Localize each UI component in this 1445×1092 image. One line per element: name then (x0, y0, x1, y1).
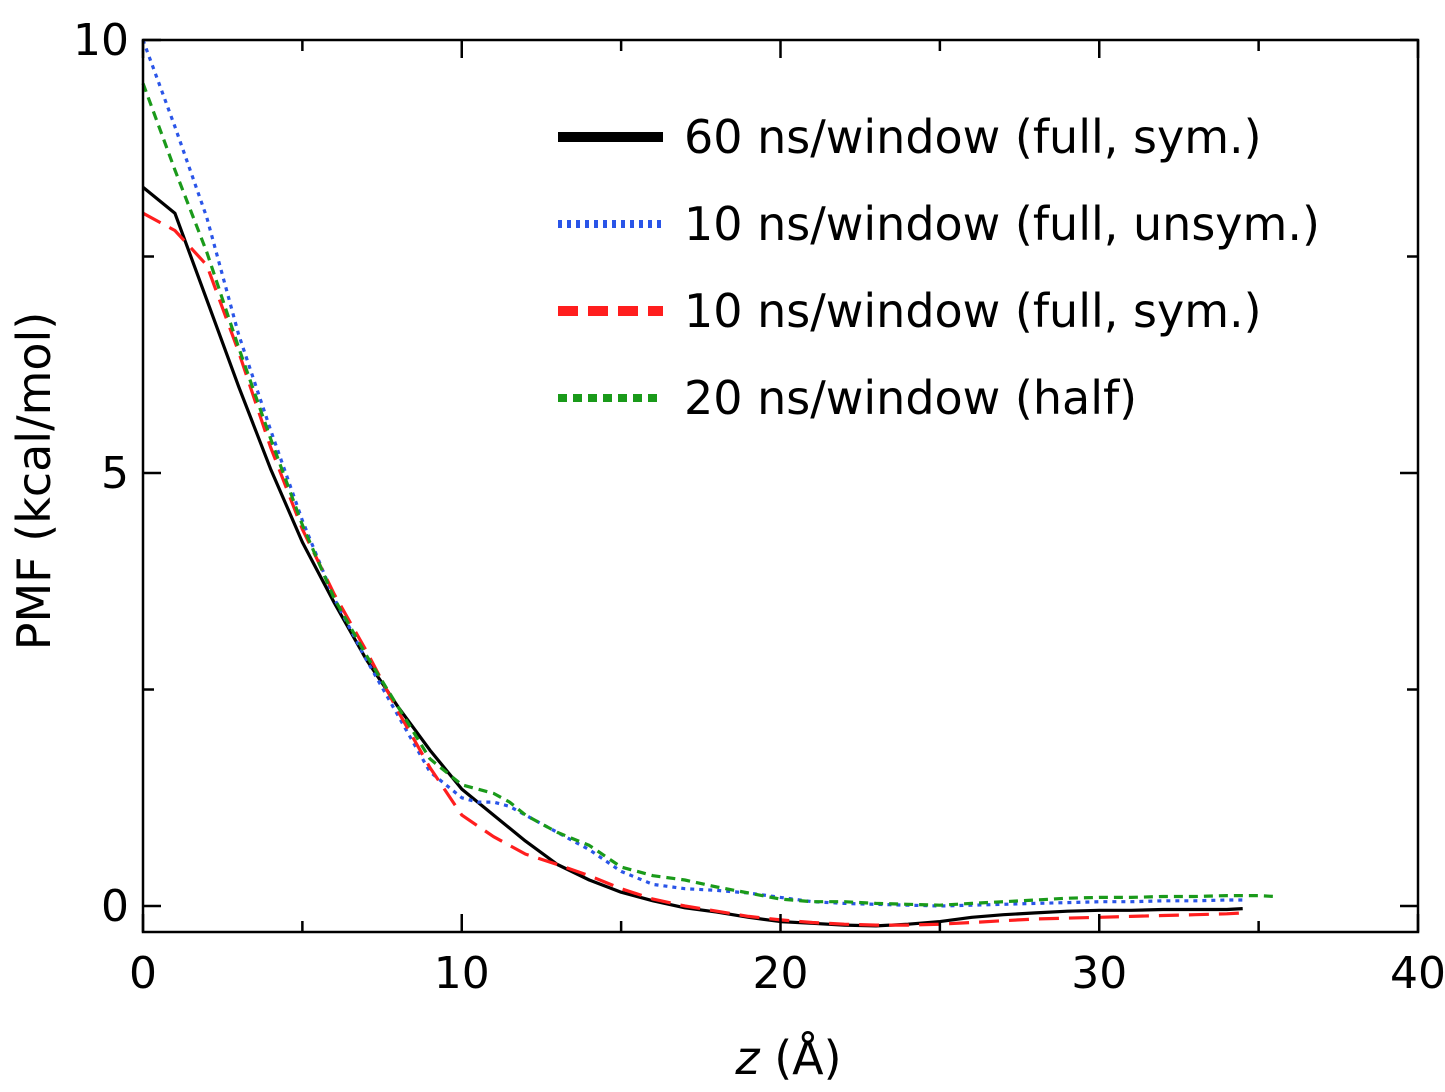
legend: 60 ns/window (full, sym.) 10 ns/window (f… (558, 110, 1320, 425)
x-axis-label: z (Å) (734, 1031, 841, 1085)
x-tick-label: 10 (434, 948, 490, 999)
plot-lines (141, 39, 1275, 928)
tick-labels: 0 10 20 30 40 0 5 10 (73, 15, 1445, 999)
series-line (141, 39, 1243, 908)
plot-frame (141, 38, 1420, 934)
legend-label: 20 ns/window (half) (684, 371, 1137, 425)
legend-label: 10 ns/window (full, sym.) (684, 284, 1262, 338)
series-line (141, 82, 1275, 907)
series-line (141, 185, 1243, 928)
y-tick-label: 0 (101, 881, 129, 932)
x-tick-label: 40 (1390, 948, 1445, 999)
legend-label: 10 ns/window (full, unsym.) (684, 197, 1320, 251)
x-tick-label: 20 (753, 948, 809, 999)
y-tick-label: 5 (101, 448, 129, 499)
x-axis-label-unit: (Å) (760, 1031, 842, 1085)
x-axis-label-variable: z (734, 1031, 760, 1085)
y-tick-label: 10 (73, 15, 129, 66)
x-tick-label: 0 (129, 948, 157, 999)
axis-ticks (141, 38, 1420, 932)
y-axis-label: PMF (kcal/mol) (7, 312, 61, 651)
legend-label: 60 ns/window (full, sym.) (684, 110, 1262, 164)
x-tick-label: 30 (1071, 948, 1127, 999)
